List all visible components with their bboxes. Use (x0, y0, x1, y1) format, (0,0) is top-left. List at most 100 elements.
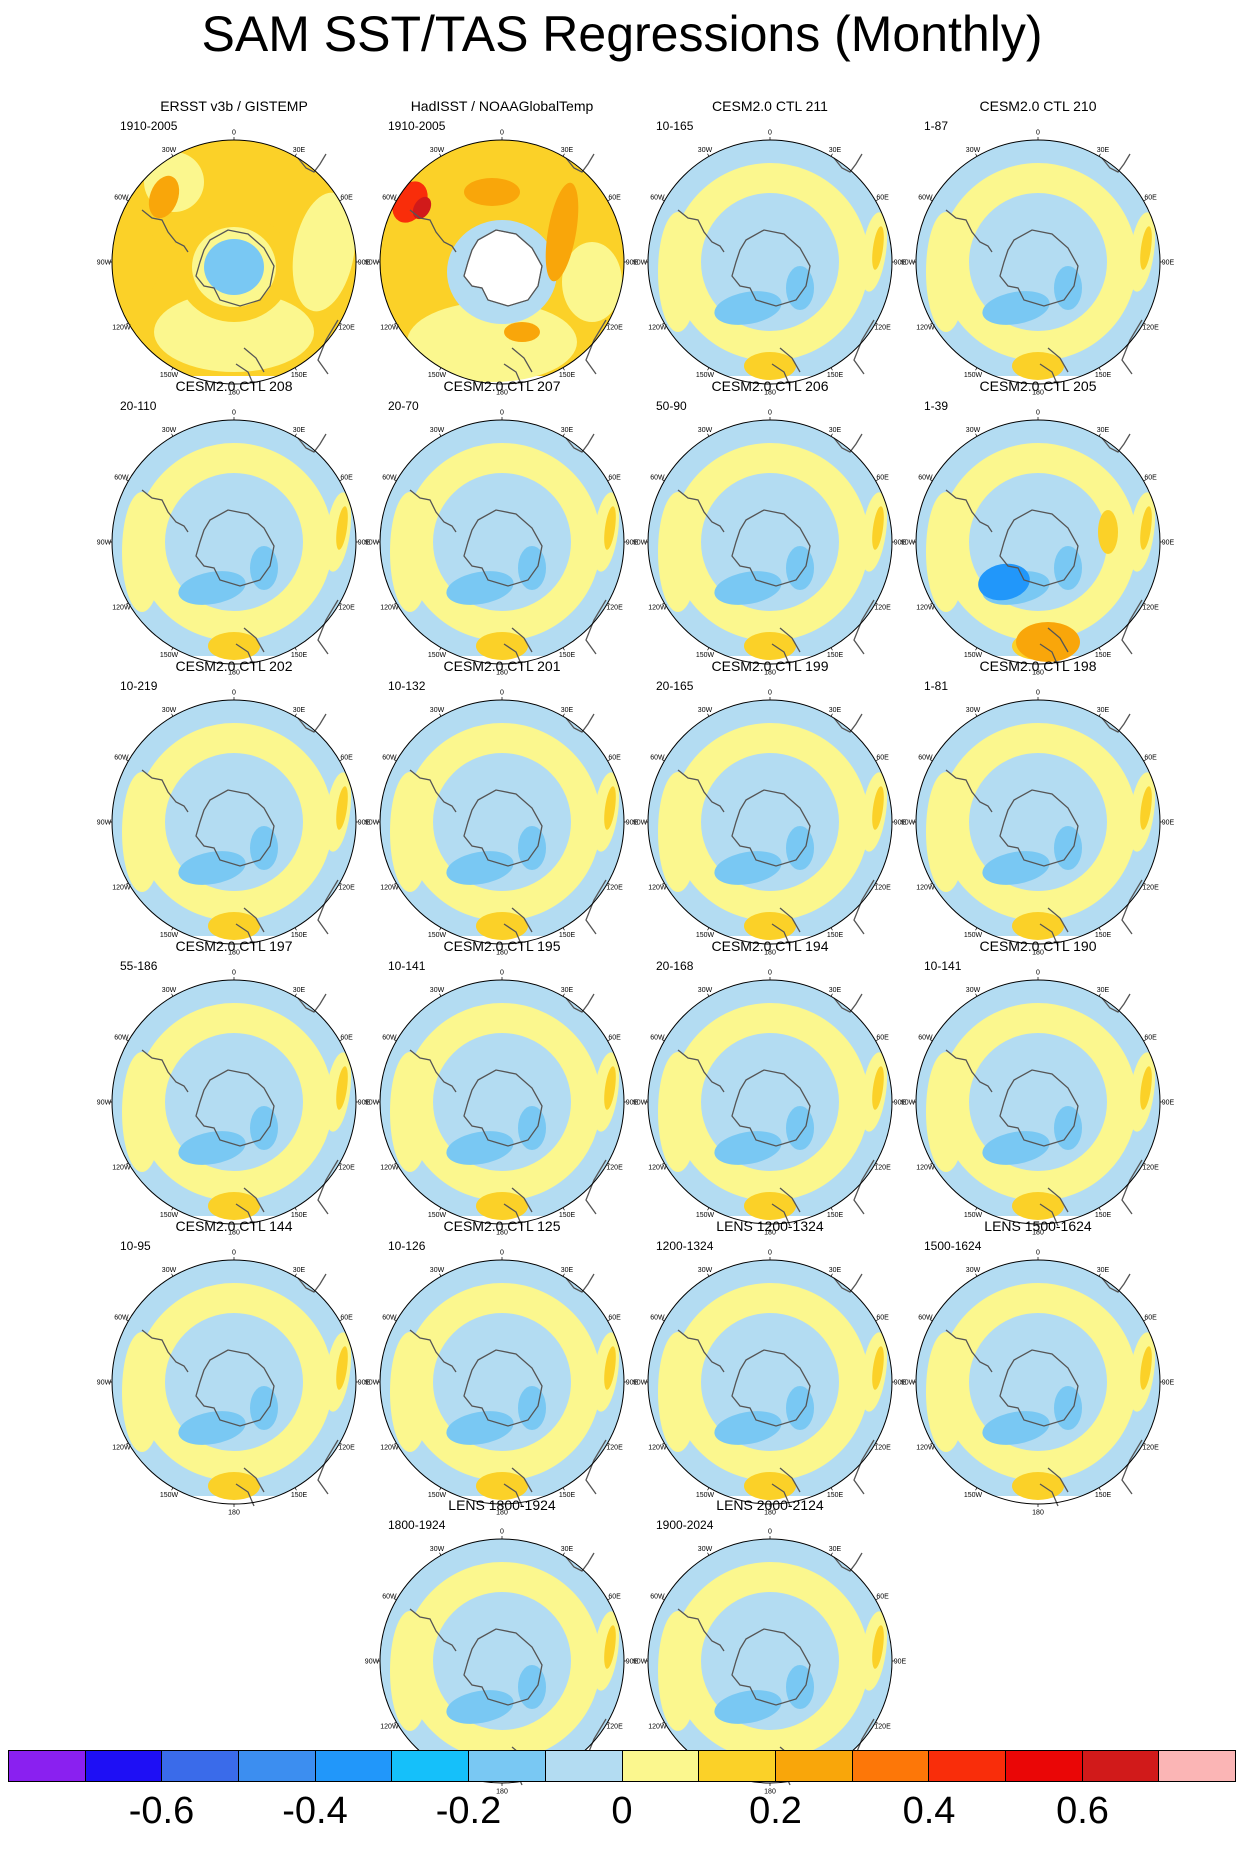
longitude-tick (1098, 367, 1101, 371)
longitude-tick (929, 1319, 933, 1322)
longitude-label: 150E (827, 1492, 844, 1499)
anomaly-region (658, 1052, 698, 1172)
antarctica-coastline (195, 1069, 275, 1147)
anomaly-region (982, 1411, 1050, 1445)
anomaly-region (982, 851, 1050, 885)
anomaly-region (208, 912, 260, 940)
anomaly-region (1140, 1066, 1152, 1110)
longitude-label: 60W (918, 475, 933, 482)
anomaly-region (982, 291, 1050, 325)
longitude-label: 90W (365, 820, 380, 827)
anomaly-region (1054, 546, 1082, 590)
new-zealand-coastline (235, 347, 265, 387)
anomaly-region (446, 571, 514, 605)
longitude-label: 150W (428, 1212, 447, 1219)
longitude-label: 90W (633, 540, 648, 547)
longitude-tick (707, 993, 710, 997)
anomaly-region (786, 546, 814, 590)
longitude-tick (439, 1207, 442, 1211)
longitude-tick (830, 927, 833, 931)
longitude-label: 0 (500, 1529, 504, 1536)
anomaly-region (1140, 1346, 1152, 1390)
longitude-label: 60E (1144, 755, 1157, 762)
longitude-label: 90E (626, 540, 639, 547)
panel-period: 1200-1324 (656, 1239, 714, 1253)
longitude-tick (562, 153, 565, 157)
longitude-label: 90W (901, 820, 916, 827)
africa-coastline (1101, 713, 1131, 733)
antarctica-coastline (731, 789, 811, 867)
panel-title: LENS 2000-2124 (716, 1497, 824, 1513)
anomaly-region (407, 302, 577, 382)
longitude-label: 120W (380, 605, 399, 612)
polar-map: 0 30E 60E 90E 120E 150E 180 150W 120W 90W 60W 30W (901, 1250, 1175, 1517)
longitude-label: 120W (380, 885, 399, 892)
longitude-tick (975, 433, 978, 437)
longitude-tick (439, 993, 442, 997)
longitude-label: 120E (606, 325, 623, 332)
antarctica-coastline (463, 229, 543, 307)
anomaly-region (446, 1690, 514, 1724)
anomaly-region (926, 212, 966, 332)
anomaly-region (518, 546, 546, 590)
longitude-label: 60E (608, 1594, 621, 1601)
anomaly-region (476, 632, 528, 660)
longitude-tick (339, 1162, 343, 1165)
longitude-tick (1143, 1162, 1147, 1165)
anomaly-region (562, 242, 622, 322)
anomaly-region (714, 571, 782, 605)
longitude-label: 120W (916, 605, 935, 612)
anomaly-region (1012, 352, 1064, 380)
longitude-label: 150E (1095, 652, 1112, 659)
longitude-tick (393, 479, 397, 482)
new-zealand-coastline (1039, 347, 1069, 387)
longitude-label: 30W (698, 707, 713, 714)
longitude-label: 0 (232, 410, 236, 417)
longitude-label: 150W (160, 372, 179, 379)
longitude-tick (562, 713, 565, 717)
longitude-tick (439, 433, 442, 437)
longitude-label: 90E (626, 1380, 639, 1387)
longitude-label: 0 (232, 1250, 236, 1257)
anomaly-region (446, 1131, 514, 1165)
longitude-label: 60E (876, 1315, 889, 1322)
anomaly-region (658, 492, 698, 612)
longitude-label: 150W (428, 652, 447, 659)
longitude-label: 120W (648, 885, 667, 892)
longitude-label: 180 (764, 390, 776, 397)
panel-title: CESM2.0 CTL 125 (443, 1218, 561, 1234)
longitude-label: 60W (918, 755, 933, 762)
longitude-tick (875, 1039, 879, 1042)
longitude-label: 120W (648, 605, 667, 612)
longitude-label: 0 (500, 410, 504, 417)
anomaly-region (604, 1346, 616, 1390)
colorbar-tick-label: 0.6 (1056, 1790, 1109, 1832)
longitude-label: 180 (1032, 1230, 1044, 1237)
longitude-label: 150E (291, 372, 308, 379)
colorbar-swatch (775, 1751, 853, 1781)
longitude-label: 0 (768, 1529, 772, 1536)
longitude-label: 90E (358, 540, 371, 547)
longitude-tick (439, 713, 442, 717)
longitude-label: 120W (916, 325, 935, 332)
longitude-label: 0 (500, 970, 504, 977)
longitude-label: 90E (1162, 260, 1175, 267)
longitude-label: 30W (162, 707, 177, 714)
longitude-tick (125, 1162, 129, 1165)
longitude-label: 180 (228, 1510, 240, 1517)
colorbar-tick-label: -0.6 (128, 1790, 195, 1832)
longitude-tick (294, 433, 297, 437)
antarctica-coastline (463, 789, 543, 867)
australia-coastline (317, 599, 339, 655)
longitude-label: 120E (1142, 1165, 1159, 1172)
australia-coastline (1121, 879, 1143, 935)
longitude-tick (661, 1442, 665, 1445)
anomaly-region (1054, 1386, 1082, 1430)
anomaly-region (926, 1332, 966, 1452)
anomaly-region (604, 1625, 616, 1669)
anomaly-region (872, 1346, 884, 1390)
longitude-tick (830, 713, 833, 717)
anomaly-region (336, 1066, 348, 1110)
panel-title: CESM2.0 CTL 201 (443, 658, 561, 674)
map-panel: 0 30E 60E 90E 120E 150E 180 150W 120W 90W 60W 30W CE… (901, 378, 1175, 677)
